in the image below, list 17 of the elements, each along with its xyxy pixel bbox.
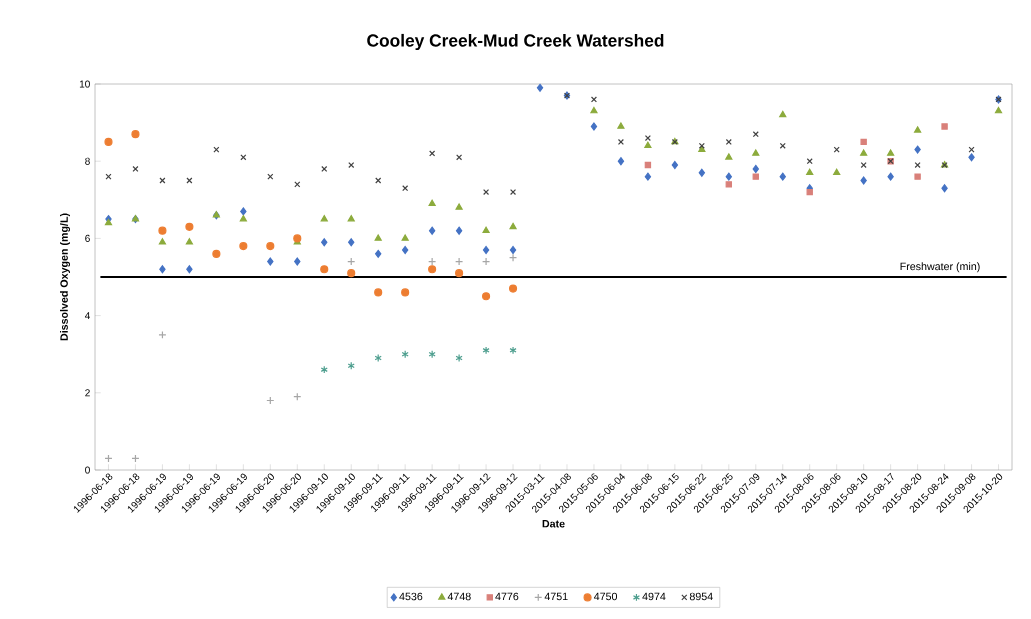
legend-label: 4776 (495, 592, 519, 601)
ref-line-label: Freshwater (min) (900, 262, 980, 273)
y-tick-label: 6 (85, 234, 90, 242)
legend-label: 4750 (593, 592, 618, 601)
legend-label: 4974 (642, 592, 666, 601)
legend-label: 4536 (399, 592, 423, 601)
y-tick-label: 0 (85, 466, 90, 474)
y-tick-label: 8 (85, 157, 90, 165)
chart-title: Cooley Creek-Mud Creek Watershed (367, 33, 664, 51)
legend-label: 8954 (689, 592, 713, 601)
y-axis-title: Dissolved Oxygen (mg/L) (60, 213, 71, 341)
y-tick-label: 2 (85, 389, 90, 397)
legend-label: 4748 (447, 592, 471, 601)
y-tick-label: 10 (79, 80, 90, 88)
y-tick-label: 4 (84, 312, 90, 320)
x-axis-title: Date (542, 520, 565, 528)
legend-label: 4751 (544, 592, 568, 601)
